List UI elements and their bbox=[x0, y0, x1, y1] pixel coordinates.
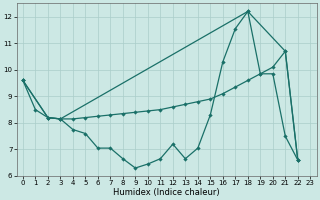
X-axis label: Humidex (Indice chaleur): Humidex (Indice chaleur) bbox=[113, 188, 220, 197]
